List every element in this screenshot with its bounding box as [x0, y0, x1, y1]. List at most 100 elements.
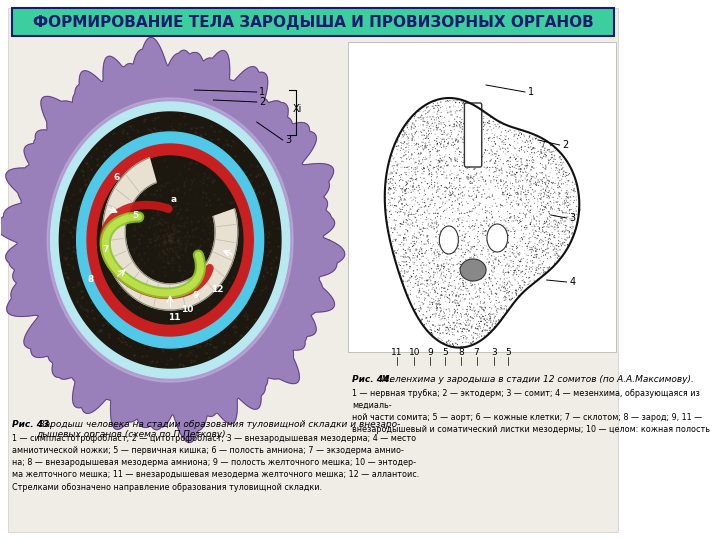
Point	[476, 138, 487, 146]
Point	[410, 273, 421, 281]
Point	[548, 202, 559, 211]
Point	[433, 146, 445, 155]
Point	[419, 144, 431, 152]
Point	[542, 244, 554, 253]
Point	[566, 234, 577, 242]
Point	[428, 183, 440, 191]
Point	[474, 302, 485, 311]
Point	[512, 261, 523, 270]
Point	[407, 177, 418, 185]
Point	[566, 224, 577, 233]
Point	[438, 94, 449, 103]
Point	[456, 123, 468, 131]
Point	[450, 156, 462, 165]
Point	[456, 201, 468, 210]
Point	[508, 268, 520, 277]
Point	[519, 142, 531, 151]
Point	[462, 217, 473, 226]
Point	[384, 178, 396, 186]
Point	[467, 294, 479, 303]
Point	[534, 256, 546, 265]
Point	[495, 177, 507, 186]
Point	[514, 234, 526, 243]
Point	[508, 141, 519, 150]
Point	[405, 125, 417, 133]
Point	[559, 235, 570, 244]
Point	[391, 141, 402, 150]
Point	[501, 305, 513, 313]
Point	[449, 157, 461, 165]
Point	[418, 145, 429, 153]
Point	[392, 137, 403, 145]
Point	[419, 106, 431, 115]
Point	[419, 320, 431, 329]
Point	[517, 267, 528, 276]
Point	[498, 287, 510, 296]
Point	[472, 122, 484, 131]
Point	[481, 321, 492, 329]
Point	[467, 314, 479, 323]
Point	[516, 267, 527, 276]
Point	[536, 201, 547, 210]
Ellipse shape	[487, 224, 508, 252]
Point	[472, 174, 483, 183]
Point	[414, 285, 426, 293]
Point	[470, 274, 482, 282]
Point	[527, 134, 539, 143]
Point	[409, 282, 420, 291]
Point	[546, 222, 558, 231]
Point	[541, 248, 552, 257]
Point	[536, 148, 547, 157]
Point	[534, 150, 546, 159]
Point	[471, 139, 482, 147]
Point	[532, 269, 544, 278]
Point	[495, 201, 507, 210]
Point	[437, 190, 449, 198]
Point	[454, 290, 466, 299]
Point	[477, 312, 489, 321]
Point	[410, 273, 421, 281]
Point	[410, 175, 421, 184]
Point	[497, 144, 508, 152]
Point	[570, 204, 582, 213]
Point	[437, 275, 449, 284]
Point	[507, 179, 518, 188]
Point	[432, 260, 444, 269]
Point	[388, 161, 400, 170]
Point	[417, 111, 428, 120]
Point	[531, 265, 542, 274]
Point	[423, 170, 435, 179]
Point	[417, 258, 428, 267]
Point	[541, 254, 553, 263]
Point	[383, 170, 395, 178]
Point	[426, 249, 438, 258]
Point	[400, 253, 412, 262]
Point	[516, 184, 528, 192]
Point	[413, 307, 425, 315]
Text: 7: 7	[474, 348, 480, 357]
Point	[456, 334, 467, 343]
Point	[433, 301, 445, 309]
Point	[541, 184, 552, 192]
Point	[465, 173, 477, 182]
Point	[416, 115, 428, 124]
Point	[399, 130, 410, 138]
Point	[472, 325, 483, 333]
Point	[431, 303, 443, 312]
Point	[524, 273, 536, 282]
Point	[418, 138, 429, 147]
Point	[476, 317, 487, 326]
Point	[544, 177, 555, 185]
Point	[556, 206, 567, 215]
Point	[452, 340, 464, 349]
Point	[485, 113, 496, 122]
Point	[478, 280, 490, 288]
Point	[511, 190, 523, 199]
Point	[459, 157, 471, 166]
Point	[462, 118, 474, 126]
Point	[450, 291, 462, 300]
Point	[541, 191, 552, 199]
Point	[446, 201, 457, 210]
Point	[412, 274, 423, 283]
Point	[503, 147, 514, 156]
